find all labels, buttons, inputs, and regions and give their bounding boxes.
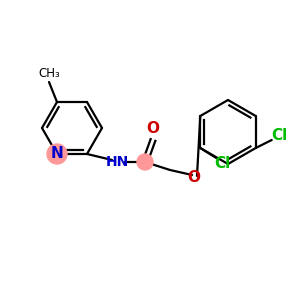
Text: HN: HN (105, 155, 129, 169)
Text: Cl: Cl (272, 128, 288, 143)
Text: O: O (146, 121, 160, 136)
Circle shape (47, 144, 67, 164)
Text: CH₃: CH₃ (38, 67, 60, 80)
Circle shape (137, 154, 153, 170)
Text: Cl: Cl (214, 155, 230, 170)
Text: N: N (51, 146, 63, 161)
Text: O: O (188, 170, 200, 185)
